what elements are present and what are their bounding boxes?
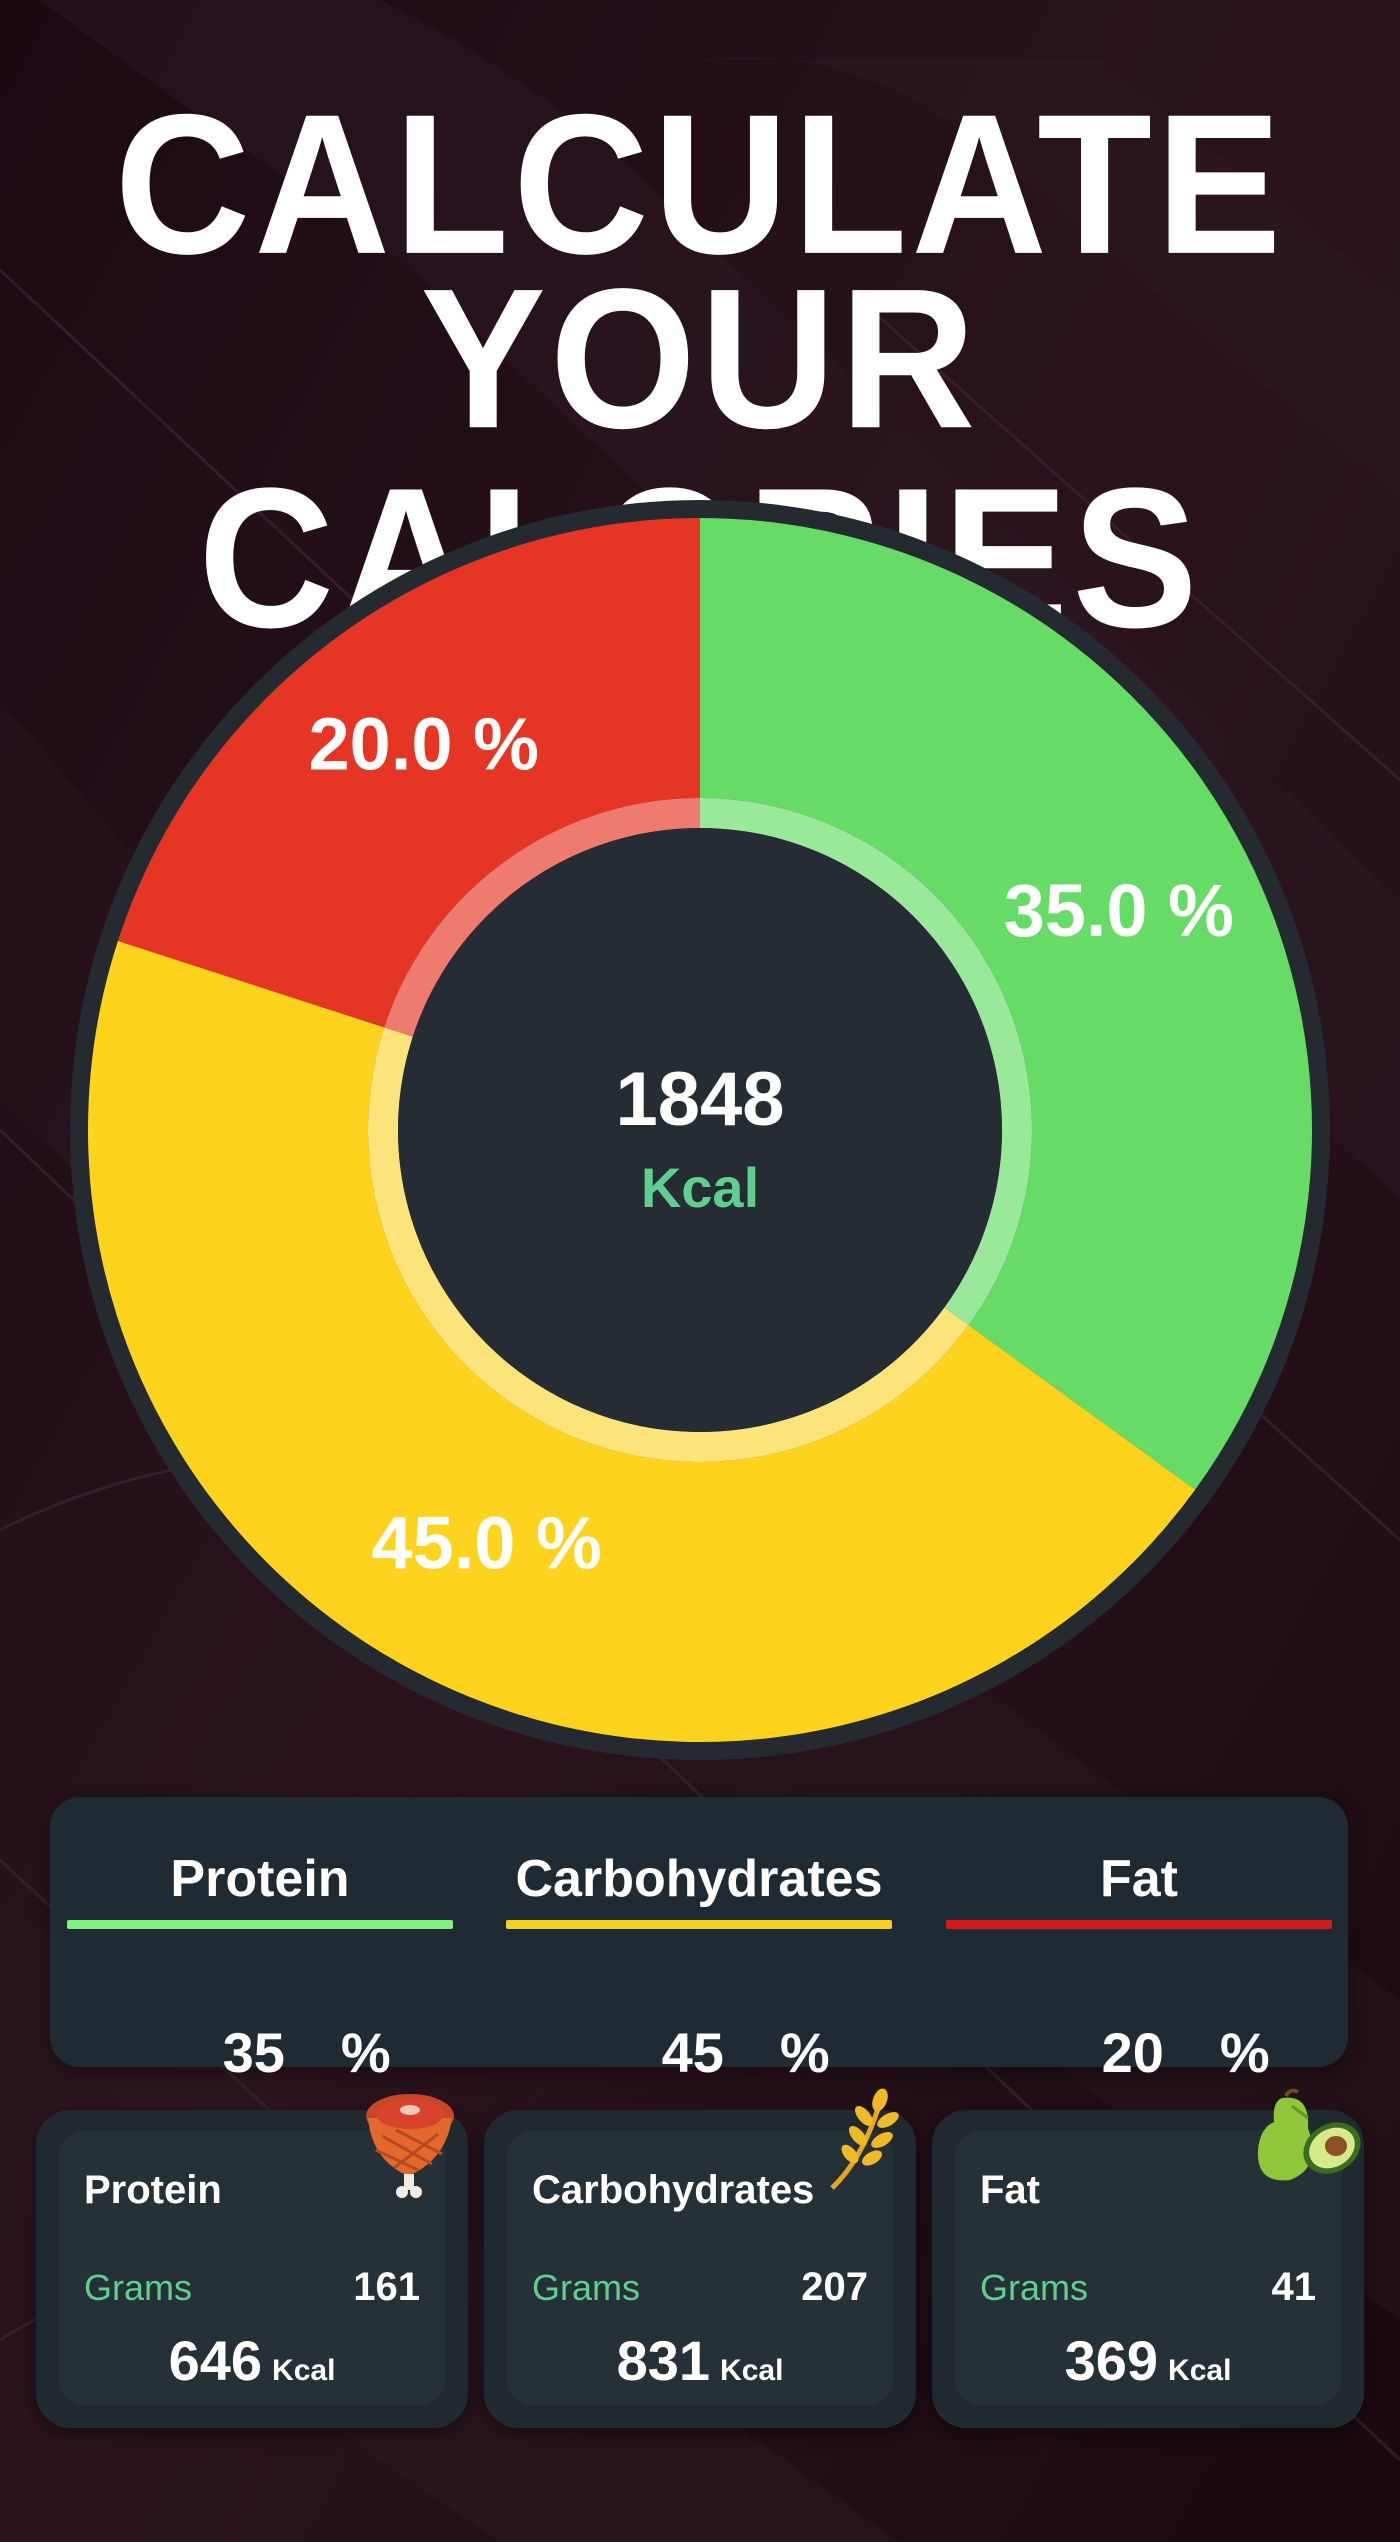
chart-slice-inner-ring-0 [700,798,1032,1326]
macro-percentage-input[interactable]: 20% [946,1955,1332,2150]
kcal-line: 369 Kcal [932,2328,1364,2393]
card-title: Protein [84,2168,222,2212]
grams-label: Grams [532,2267,640,2308]
card-title: Fat [980,2168,1040,2212]
card-surface [506,2130,894,2406]
macro-percentage-input[interactable]: 35% [67,1955,453,2150]
macro-color-bar [506,1920,892,1929]
chart-slice-1 [87,940,1196,1743]
kcal-value: 831 [616,2329,711,2392]
wheat-icon [830,2088,899,2190]
kcal-unit: Kcal [720,2354,784,2387]
macro-name: Fat [1100,1850,1178,1908]
macro-value: 35 [222,2021,285,2084]
chart-inner-ring [368,798,1032,1462]
chart-slice-labels: 35.0 % 45.0 % 20.0 % [309,702,1234,1584]
kcal-unit: Kcal [1168,2354,1232,2387]
chart-slices [87,518,1312,1743]
grams-label: Grams [84,2267,192,2308]
kcal-value: 646 [168,2329,263,2392]
macro-color-bar [946,1920,1332,1929]
fat-card[interactable]: Fat Grams 41 369 Kcal [932,2088,1364,2428]
calorie-donut-chart: 1848 Kcal 35.0 % 45.0 % 20.0 % [70,500,1330,1760]
kcal-unit: Kcal [272,2354,336,2387]
protein-card[interactable]: Protein Grams 161 646 Kcal [36,2094,468,2428]
chart-center-disc [398,828,1002,1432]
avocado-icon [1257,2088,1361,2181]
macro-column-protein: Protein 35% [67,1797,453,2084]
chart-slice-label-1: 45.0 % [371,1501,601,1584]
percent-sign: % [1219,2021,1270,2084]
macro-percentage-input[interactable]: 45% [506,1955,892,2150]
chart-slice-inner-ring-2 [384,798,700,1037]
kcal-line: 831 Kcal [484,2328,916,2393]
macro-name: Carbohydrates [515,1850,883,1908]
meat-icon [366,2094,454,2198]
card-surface [58,2130,446,2406]
chart-slice-label-0: 35.0 % [1004,869,1234,952]
grams-value: 207 [801,2265,868,2309]
macro-value: 20 [1101,2021,1164,2084]
kcal-value: 369 [1064,2329,1159,2392]
chart-center-unit: Kcal [641,1156,759,1219]
percent-sign: % [779,2021,830,2084]
grams-label: Grams [980,2267,1088,2308]
macro-column-carbohydrates: Carbohydrates 45% [506,1797,892,2084]
grams-value: 161 [353,2265,420,2309]
macro-percentage-panel: Protein 35% Carbohydrates 45% Fat 20% [50,1797,1348,2084]
chart-slice-label-2: 20.0 % [309,702,539,785]
macro-color-bar [67,1920,453,1929]
carbohydrates-card[interactable]: Carbohydrates Grams 207 831 Kcal [484,2088,916,2428]
chart-center-value: 1848 [615,1057,784,1142]
kcal-line: 646 Kcal [36,2328,468,2393]
headline-line-1: CALCULATE [114,72,1286,296]
chart-slice-2 [117,518,700,1028]
grams-value: 41 [1271,2265,1317,2309]
chart-slice-0 [700,518,1312,1490]
macro-value: 45 [661,2021,724,2084]
macro-column-fat: Fat 20% [946,1797,1332,2084]
percent-sign: % [340,2021,391,2084]
macro-name: Protein [170,1850,350,1908]
card-title: Carbohydrates [532,2168,815,2212]
